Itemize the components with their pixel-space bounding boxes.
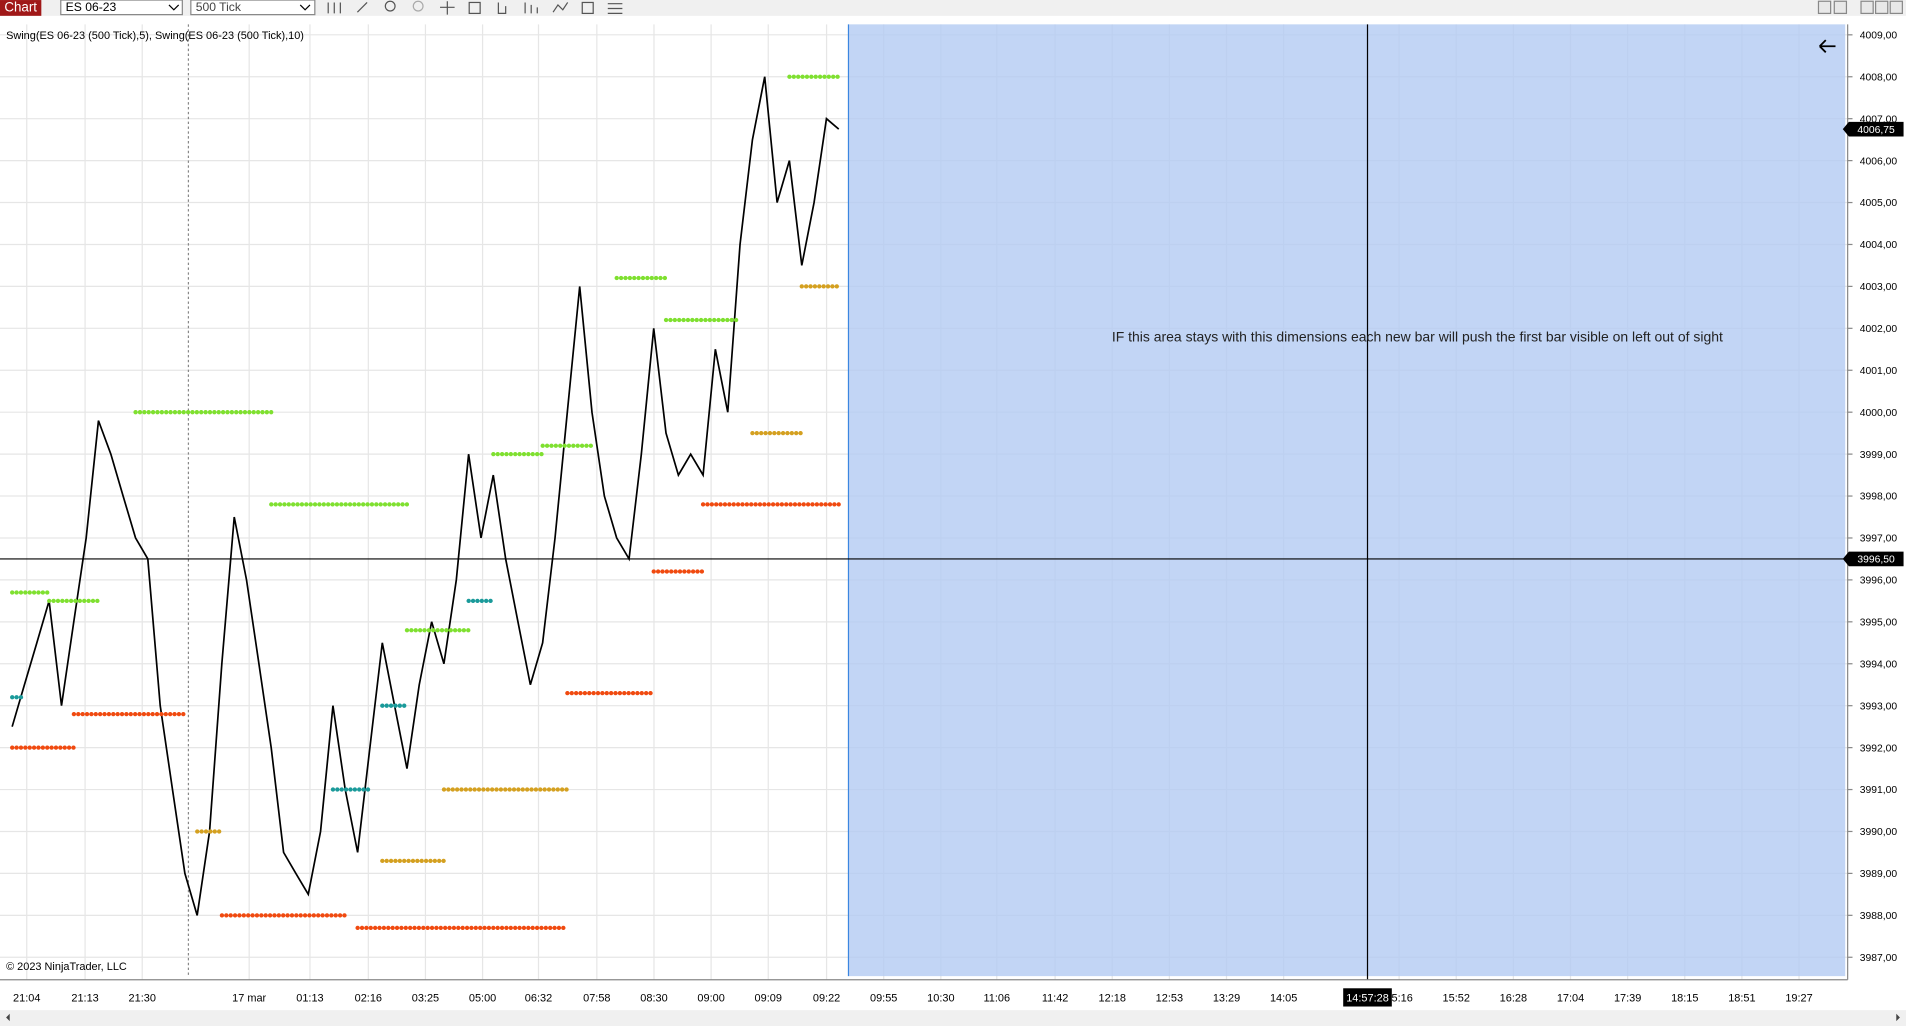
toolbar: [0, 0, 1906, 16]
instrument-select[interactable]: [60, 0, 183, 16]
x-tick-label: 11:42: [1042, 993, 1069, 1005]
current-price-box: [1842, 121, 1904, 137]
crosshair-time-label: 14:57:28: [1346, 993, 1389, 1005]
crosshair-price-label: 3996,50: [1857, 555, 1895, 566]
chart-tab[interactable]: [0, 0, 42, 16]
y-tick-label: 3990,00: [1860, 827, 1898, 838]
chart-tab-label: Chart: [4, 0, 37, 15]
x-tick-label: 17 mar: [232, 993, 266, 1005]
x-tick-label: 15:16: [1385, 993, 1412, 1005]
x-tick-label: 17:04: [1557, 993, 1584, 1005]
x-tick-label: 21:13: [71, 993, 98, 1005]
x-tick-label: 18:51: [1728, 993, 1755, 1005]
x-tick-label: 18:15: [1671, 993, 1698, 1005]
scrollbar[interactable]: [0, 1010, 1906, 1026]
y-tick-label: 4009,00: [1860, 30, 1898, 41]
y-tick-label: 4001,00: [1860, 366, 1898, 377]
price-line: [11, 76, 840, 916]
x-tick-label: 14:05: [1270, 993, 1297, 1005]
y-tick-label: 4005,00: [1860, 198, 1898, 209]
y-tick-label: 4004,00: [1860, 240, 1898, 251]
x-tick-label: 21:04: [13, 993, 40, 1005]
x-tick-label: 03:25: [412, 993, 439, 1005]
x-tick-label: 19:27: [1785, 993, 1812, 1005]
x-tick-label: 09:55: [870, 993, 897, 1005]
x-tick-label: 09:00: [697, 993, 724, 1005]
y-tick-label: 3998,00: [1860, 492, 1898, 503]
y-tick-label: 3988,00: [1860, 911, 1898, 922]
y-tick-label: 3987,00: [1860, 953, 1898, 964]
x-tick-label: 16:28: [1500, 993, 1527, 1005]
y-tick-label: 3999,00: [1860, 450, 1898, 461]
y-tick-label: 3996,00: [1860, 576, 1898, 587]
y-tick-label: 4007,00: [1860, 114, 1898, 125]
x-tick-label: 06:32: [525, 993, 552, 1005]
x-tick-label: 07:58: [583, 993, 610, 1005]
x-tick-label: 10:30: [927, 993, 954, 1005]
x-tick-label: 09:22: [813, 993, 840, 1005]
y-tick-label: 3993,00: [1860, 701, 1898, 712]
period-select[interactable]: [190, 0, 316, 16]
y-tick-label: 3989,00: [1860, 869, 1898, 880]
x-tick-label: 12:18: [1099, 993, 1126, 1005]
y-tick-label: 3992,00: [1860, 743, 1898, 754]
y-tick-label: 4002,00: [1860, 324, 1898, 335]
x-tick-label: 09:09: [755, 993, 782, 1005]
indicator-label: Swing(ES 06-23 (500 Tick),5), Swing(ES 0…: [6, 30, 304, 42]
y-tick-label: 3991,00: [1860, 785, 1898, 796]
period-label: 500 Tick: [196, 0, 242, 14]
x-tick-label: 02:16: [355, 993, 382, 1005]
y-tick-label: 4006,00: [1860, 156, 1898, 167]
instrument-label: ES 06-23: [66, 0, 117, 14]
current-price-label: 4006,75: [1857, 125, 1895, 136]
crosshair-price-box: [1842, 551, 1904, 567]
x-tick-label: 08:30: [640, 993, 667, 1005]
dropdown-arrow: [168, 4, 180, 11]
x-tick-label: 17:39: [1614, 993, 1641, 1005]
scroll-arrow[interactable]: [1819, 39, 1836, 53]
y-tick-label: 4008,00: [1860, 72, 1898, 83]
axes: 3987,00 3988,00 3989,00 3990,00 3991,00 3992,…: [13, 30, 1904, 1007]
window-buttons[interactable]: [1817, 0, 1903, 15]
x-tick-label: 21:30: [129, 993, 156, 1005]
y-tick-label: 4000,00: [1860, 408, 1898, 419]
y-tick-label: 3994,00: [1860, 659, 1898, 670]
crosshair-time-box: [1343, 988, 1392, 1007]
y-tick-label: 4003,00: [1860, 282, 1898, 293]
y-tick-label: 3995,00: [1860, 617, 1898, 628]
dropdown-arrow: [299, 4, 311, 11]
highlight-area: [848, 24, 1846, 977]
y-tick-label: 3997,00: [1860, 534, 1898, 545]
x-tick-label: 13:29: [1213, 993, 1240, 1005]
x-tick-label: 01:13: [296, 993, 323, 1005]
x-tick-label: 05:00: [469, 993, 496, 1005]
x-tick-label: 15:52: [1443, 993, 1470, 1005]
toolbar-icons[interactable]: [327, 0, 623, 15]
annotation: IF this area stays with this dimensions …: [1112, 329, 1723, 345]
copyright: © 2023 NinjaTrader, LLC: [6, 961, 127, 973]
plot: [0, 24, 1848, 980]
x-tick-label: 11:06: [983, 993, 1010, 1005]
x-tick-label: 12:53: [1156, 993, 1183, 1005]
